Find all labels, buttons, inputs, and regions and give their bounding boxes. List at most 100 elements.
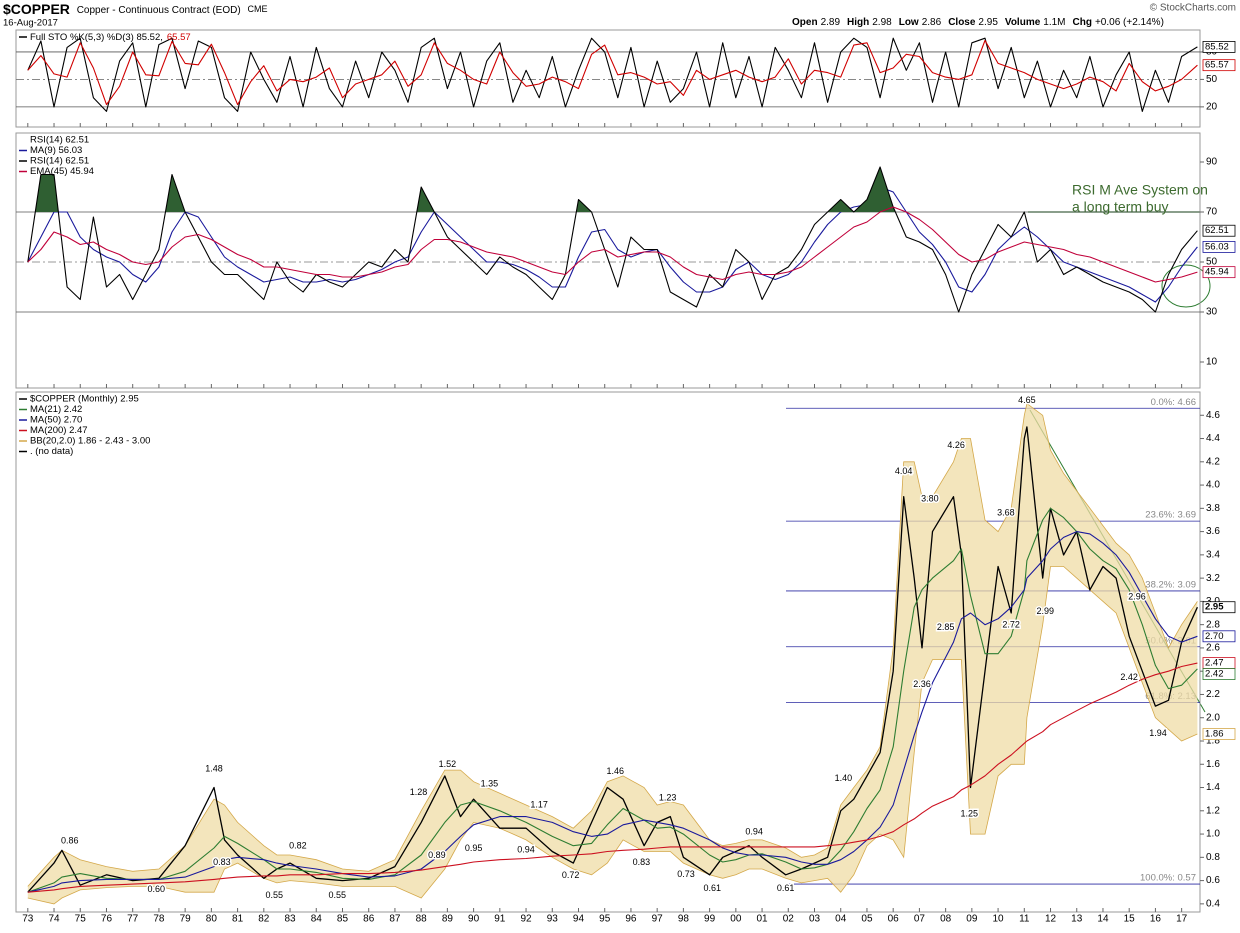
price-annotation: 4.26 <box>947 440 965 450</box>
x-tick-label: 81 <box>232 914 244 925</box>
value-tag-box <box>1202 241 1236 253</box>
value-tag-box <box>1202 630 1236 643</box>
header-line: $COPPER Copper - Continuous Contract (EO… <box>3 1 267 17</box>
quote-value: 2.86 <box>922 17 942 28</box>
value-tag: 1.86 <box>1205 729 1224 740</box>
price-annotation: 0.83 <box>633 857 651 867</box>
y-tick-label: 1.4 <box>1206 782 1220 793</box>
quote-line: Open 2.89 High 2.98 Low 2.86 Close 2.95 Volume 1.… <box>792 17 1164 28</box>
y-tick-label: 2.6 <box>1206 643 1220 654</box>
x-tick-label: 83 <box>284 914 296 925</box>
series-line <box>27 39 1198 106</box>
series-line <box>27 507 1198 893</box>
series-line <box>27 662 1198 893</box>
legend-entry: Full STO %K(5,3) %D(3) 85.52, <box>30 32 163 43</box>
quote-value: 2.95 <box>978 17 998 28</box>
y-tick-label: 50 <box>1206 74 1218 85</box>
x-tick-label: 82 <box>258 914 270 925</box>
x-tick-label: 12 <box>1045 914 1057 925</box>
panel-frame <box>15 391 1201 913</box>
fib-label: 50.0%: 2.61 <box>1145 635 1196 646</box>
y-tick-label: 70 <box>1206 207 1218 218</box>
price-annotation: 2.85 <box>937 622 955 632</box>
panel-title: RSI(14) 62.51 <box>30 135 89 146</box>
price-annotation: 1.94 <box>1149 728 1167 738</box>
price-annotation: 0.94 <box>517 844 535 854</box>
x-tick-label: 03 <box>809 914 821 925</box>
x-tick-label: 77 <box>127 914 139 925</box>
price-annotation: 0.72 <box>562 870 580 880</box>
legend-entry: BB(20,2.0) 1.86 - 2.43 - 3.00 <box>30 436 150 447</box>
note: a long term buy <box>1072 199 1169 215</box>
quote-label: Close <box>948 17 976 28</box>
value-tag-box <box>1202 224 1236 237</box>
series-line <box>27 37 1198 112</box>
y-tick-label: 3.8 <box>1206 503 1220 514</box>
x-tick-label: 87 <box>389 914 401 925</box>
value-tag: 85.52 <box>1205 41 1229 52</box>
x-tick-label: 95 <box>599 914 611 925</box>
note: RSI M Ave System on <box>1072 182 1208 198</box>
quote-label: High <box>847 17 869 28</box>
legend: Full STO %K(5,3) %D(3) 85.52, 65.57 <box>30 32 191 43</box>
x-tick-label: 92 <box>520 914 532 925</box>
y-tick-label: 10 <box>1206 357 1218 368</box>
bollinger-upper <box>27 402 1198 887</box>
y-tick-label: 1.8 <box>1206 736 1220 747</box>
x-tick-label: 10 <box>993 914 1005 925</box>
y-tick-label: 0.6 <box>1206 875 1220 886</box>
y-tick-label: 4.4 <box>1206 433 1220 444</box>
x-tick-label: 94 <box>573 914 585 925</box>
quote-value: 2.89 <box>821 17 841 28</box>
value-tag: 2.47 <box>1205 658 1224 669</box>
price-annotation: 0.73 <box>677 869 695 879</box>
value-tag-box <box>1202 601 1236 614</box>
legend-entry: MA(50) 2.70 <box>30 415 82 426</box>
value-tag: 65.57 <box>1205 60 1229 71</box>
legend-entry: EMA(45) 45.94 <box>30 166 94 177</box>
legend-entry: MA(21) 2.42 <box>30 404 82 415</box>
x-tick-label: 93 <box>547 914 559 925</box>
price-annotation: 1.28 <box>410 787 428 797</box>
x-tick-label: 15 <box>1124 914 1136 925</box>
legend-entry: MA(200) 2.47 <box>30 425 88 436</box>
x-tick-label: 80 <box>206 914 218 925</box>
price-annotation: 0.82 <box>289 840 307 850</box>
value-tag: 62.51 <box>1205 225 1229 236</box>
value-tag-box <box>1202 266 1236 279</box>
x-tick-label: 84 <box>311 914 323 925</box>
x-tick-label: 00 <box>730 914 742 925</box>
price-annotation: 1.48 <box>205 764 223 774</box>
y-tick-label: 90 <box>1206 157 1218 168</box>
x-tick-label: 08 <box>940 914 952 925</box>
x-tick-label: 75 <box>75 914 87 925</box>
quote-label: Volume <box>1005 17 1041 28</box>
x-tick-label: 91 <box>494 914 506 925</box>
y-tick-label: 2.0 <box>1206 712 1220 723</box>
price-annotation: 1.23 <box>659 793 677 803</box>
fib-label: 0.0%: 4.66 <box>1151 397 1196 408</box>
x-tick-label: 88 <box>416 914 428 925</box>
quote-value: 2.98 <box>872 17 892 28</box>
quote-label: Open <box>792 17 818 28</box>
x-tick-label: 09 <box>966 914 978 925</box>
x-tick-label: 89 <box>442 914 454 925</box>
price-annotation: 1.25 <box>960 808 978 818</box>
x-tick-label: 90 <box>468 914 480 925</box>
price-annotation: 2.99 <box>1037 606 1055 616</box>
x-tick-label: 98 <box>678 914 690 925</box>
source: © StockCharts.com <box>1150 3 1236 14</box>
x-tick-label: 13 <box>1071 914 1083 925</box>
price-annotation: 0.61 <box>777 883 795 893</box>
bollinger-lower <box>27 566 1198 905</box>
x-tick-label: 07 <box>914 914 926 925</box>
x-tick-label: 79 <box>180 914 192 925</box>
series-line <box>27 166 1198 313</box>
y-tick-label: 2.2 <box>1206 689 1220 700</box>
y-tick-label: 4.6 <box>1206 410 1220 421</box>
x-tick-label: 85 <box>337 914 349 925</box>
fib-label: 100.0%: 0.57 <box>1140 873 1196 884</box>
value-tag: 2.95 <box>1205 602 1224 613</box>
series-line <box>27 206 1198 283</box>
instrument-name: Copper - Continuous Contract (EOD) <box>77 5 241 16</box>
